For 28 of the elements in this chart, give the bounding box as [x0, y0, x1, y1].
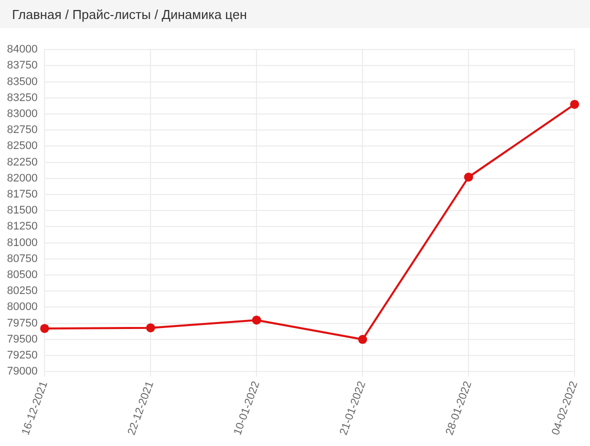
y-tick-label: 81000 — [6, 236, 38, 249]
y-tick-label: 84000 — [6, 44, 38, 56]
y-tick-label: 80250 — [6, 285, 38, 298]
y-tick-label: 82000 — [6, 172, 38, 184]
y-tick-label: 82750 — [6, 124, 38, 136]
y-tick-label: 83750 — [6, 60, 38, 72]
point — [570, 100, 580, 109]
point — [146, 323, 156, 332]
y-tick-label: 83000 — [6, 108, 38, 120]
y-tick-label: 82250 — [6, 156, 38, 168]
y-tick-label: 81500 — [6, 204, 38, 217]
y-tick-label: 81750 — [6, 188, 38, 201]
y-tick-label: 81250 — [6, 220, 38, 233]
y-tick-label: 79250 — [6, 350, 38, 362]
chart-title: Главная / Прайс-листы / Динамика цен — [12, 6, 247, 22]
point — [358, 334, 368, 344]
y-tick-label: 79000 — [6, 366, 38, 378]
y-tick-label: 79750 — [6, 317, 38, 330]
point — [252, 316, 262, 325]
y-tick-label: 80500 — [6, 269, 38, 282]
y-tick-label: 80000 — [6, 301, 38, 314]
point — [464, 172, 474, 182]
y-tick-label: 79500 — [6, 333, 38, 346]
y-tick-label: 83250 — [6, 92, 38, 104]
point — [40, 324, 50, 333]
y-tick-label: 82500 — [6, 140, 38, 152]
y-tick-label: 83500 — [6, 76, 38, 88]
y-tick-label: 80750 — [6, 252, 38, 265]
